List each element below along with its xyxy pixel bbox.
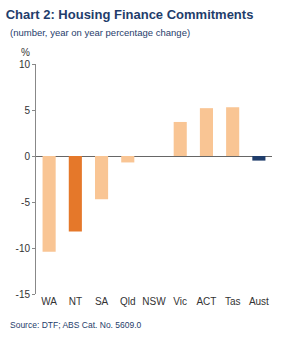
- svg-text:NSW: NSW: [142, 296, 166, 307]
- svg-text:10: 10: [19, 59, 31, 70]
- svg-text:0: 0: [24, 151, 30, 162]
- svg-text:-15: -15: [16, 289, 31, 300]
- svg-text:5: 5: [24, 105, 30, 116]
- svg-text:Source: DTF; ABS Cat. No. 5609: Source: DTF; ABS Cat. No. 5609.0: [10, 320, 142, 330]
- svg-text:(number, year on year percenta: (number, year on year percentage change): [10, 27, 190, 38]
- svg-text:Vic: Vic: [173, 296, 187, 307]
- svg-text:ACT: ACT: [196, 296, 216, 307]
- svg-text:SA: SA: [95, 296, 109, 307]
- svg-text:-5: -5: [21, 197, 30, 208]
- svg-text:NT: NT: [69, 296, 82, 307]
- svg-text:%: %: [21, 47, 30, 58]
- svg-text:Qld: Qld: [120, 296, 136, 307]
- svg-text:Tas: Tas: [225, 296, 241, 307]
- svg-text:WA: WA: [41, 296, 57, 307]
- svg-text:Chart 2: Housing Finance Commi: Chart 2: Housing Finance Commitments: [6, 7, 254, 22]
- svg-text:-10: -10: [16, 243, 31, 254]
- svg-text:Aust: Aust: [249, 296, 269, 307]
